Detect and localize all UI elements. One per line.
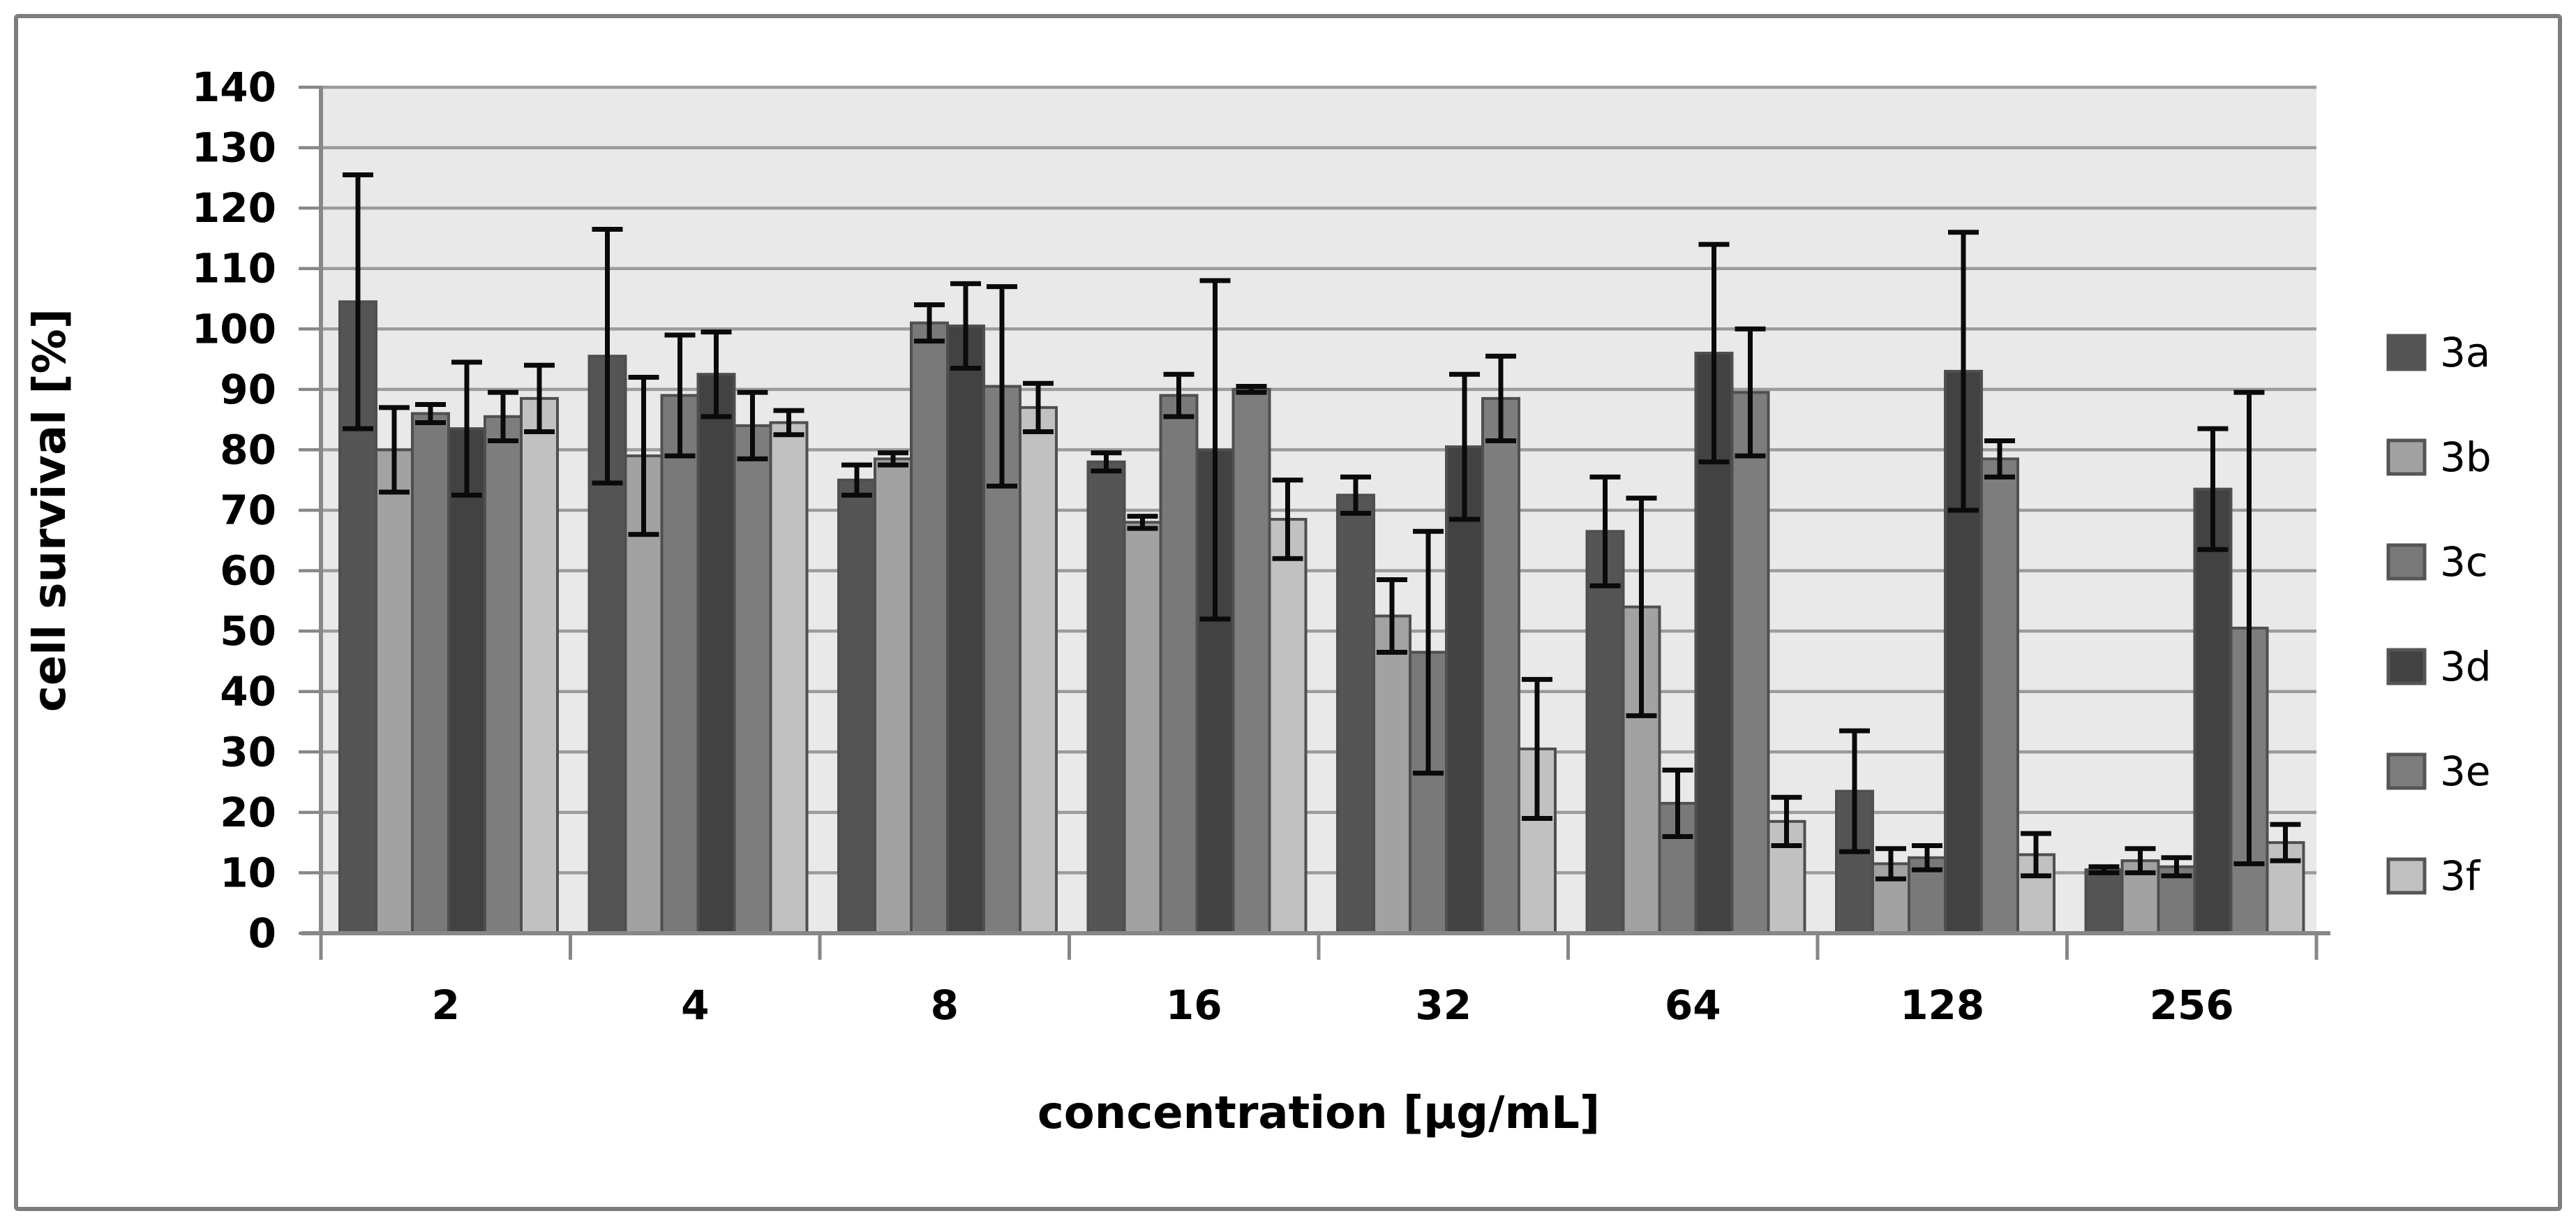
- bar-3f-16: [1268, 517, 1308, 935]
- bar-3f-8: [1019, 406, 1058, 935]
- bar-3a-64: [1585, 530, 1625, 935]
- legend-label-3a: 3a: [2440, 329, 2490, 376]
- bar-3c-8: [910, 321, 949, 935]
- y-tick-label-20: 20: [220, 789, 276, 836]
- x-tick-label-8: 8: [931, 981, 959, 1029]
- bar-3a-256: [2084, 868, 2124, 935]
- bar-3d-4: [696, 373, 736, 935]
- bar-3a-8: [837, 478, 876, 935]
- legend-label-3b: 3b: [2440, 433, 2492, 481]
- bar-3b-8: [874, 457, 913, 935]
- bar-3e-4: [733, 424, 772, 935]
- bar-3e-2: [484, 415, 523, 935]
- bar-3c-16: [1159, 394, 1199, 935]
- y-tick-label-130: 130: [192, 124, 276, 172]
- y-tick-label-50: 50: [220, 607, 276, 655]
- y-axis-title: cell survival [%]: [24, 308, 76, 713]
- bar-3e-32: [1481, 396, 1520, 935]
- bar-3b-32: [1372, 614, 1411, 935]
- legend-label-3d: 3d: [2440, 643, 2492, 690]
- x-tick-label-64: 64: [1665, 981, 1721, 1029]
- y-tick-label-140: 140: [192, 64, 276, 111]
- y-tick-label-100: 100: [192, 305, 276, 352]
- bar-3a-32: [1336, 493, 1375, 935]
- y-tick-label-0: 0: [248, 910, 276, 957]
- legend-swatch-3a: [2386, 334, 2427, 371]
- x-tick-label-128: 128: [1900, 981, 1984, 1029]
- bar-3c-4: [660, 394, 700, 935]
- y-tick-label-40: 40: [220, 668, 276, 715]
- bar-3d-2: [447, 427, 486, 935]
- bar-3d-8: [946, 324, 985, 935]
- y-tick-label-80: 80: [220, 426, 276, 473]
- legend-swatch-3e: [2386, 752, 2427, 790]
- y-tick-label-90: 90: [220, 366, 276, 413]
- x-tick-label-256: 256: [2150, 981, 2234, 1029]
- x-tick-label-2: 2: [432, 981, 460, 1029]
- legend-label-3c: 3c: [2440, 538, 2488, 586]
- bar-3e-64: [1730, 391, 1770, 935]
- bar-3f-4: [769, 421, 809, 935]
- y-tick-label-110: 110: [192, 245, 276, 292]
- bar-3c-2: [411, 412, 450, 935]
- bar-3d-256: [2193, 487, 2233, 935]
- legend-label-3e: 3e: [2440, 748, 2491, 795]
- legend-swatch-3b: [2386, 438, 2427, 476]
- y-tick-label-70: 70: [220, 487, 276, 534]
- x-tick-label-4: 4: [681, 981, 709, 1029]
- x-axis-title: concentration [μg/mL]: [1037, 1087, 1601, 1139]
- legend-label-3f: 3f: [2440, 852, 2481, 900]
- x-tick-label-32: 32: [1415, 981, 1472, 1029]
- bar-3a-16: [1086, 460, 1126, 935]
- bar-3f-2: [520, 396, 559, 935]
- bar-3b-2: [375, 448, 414, 935]
- bar-3b-16: [1123, 521, 1162, 935]
- bar-3e-16: [1231, 387, 1271, 935]
- x-tick-label-16: 16: [1166, 981, 1222, 1029]
- legend-swatch-3c: [2386, 543, 2427, 581]
- legend-swatch-3f: [2386, 857, 2427, 895]
- y-tick-label-30: 30: [220, 728, 276, 775]
- y-tick-label-120: 120: [192, 184, 276, 232]
- y-tick-label-60: 60: [220, 547, 276, 595]
- y-tick-label-10: 10: [220, 849, 276, 896]
- legend-swatch-3d: [2386, 648, 2427, 685]
- bar-3e-128: [1980, 457, 2019, 935]
